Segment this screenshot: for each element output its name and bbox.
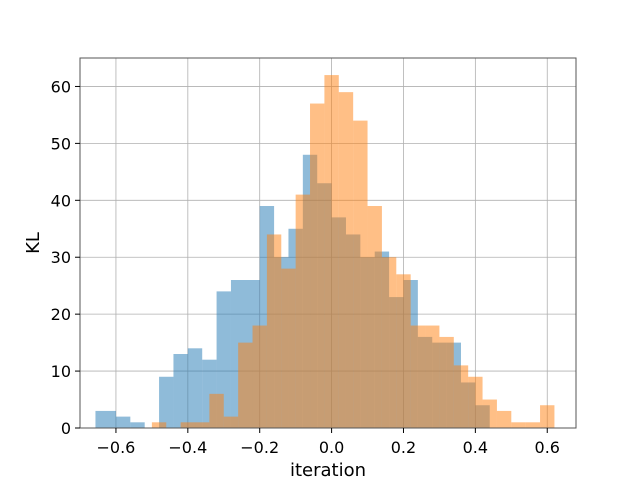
histogram-bar-series-2 xyxy=(396,274,411,428)
histogram-bar-series-1 xyxy=(173,354,188,428)
x-tick-label: 0.6 xyxy=(535,438,560,457)
y-tick-label: 20 xyxy=(51,305,71,324)
y-tick-label: 40 xyxy=(51,191,71,210)
histogram-bar-series-2 xyxy=(324,75,339,429)
histogram-bars xyxy=(95,75,555,429)
y-tick-label: 60 xyxy=(51,77,71,96)
x-tick-label: −0.6 xyxy=(97,438,136,457)
histogram-bar-series-2 xyxy=(540,405,555,428)
histogram-bar-series-2 xyxy=(525,422,541,428)
histogram-bar-series-1 xyxy=(130,422,145,428)
plot-frame xyxy=(79,57,577,429)
x-tick-label: −0.4 xyxy=(168,438,207,457)
histogram-bar-series-2 xyxy=(266,234,282,428)
histogram-bar-series-2 xyxy=(223,416,239,428)
axis-ticks: −0.6 −0.4 −0.2 0.0 0.2 0.4 0.6 0 10 20 30 40 50 60 xyxy=(51,77,560,457)
histogram-bar-series-2 xyxy=(252,325,267,428)
histogram-bar-series-2 xyxy=(295,194,311,428)
histogram-bar-series-2 xyxy=(439,336,454,428)
histogram-bar-series-1 xyxy=(95,410,116,428)
histogram-bar-series-2 xyxy=(496,410,512,428)
x-tick-label: 0.2 xyxy=(391,438,416,457)
histogram-bar-series-2 xyxy=(425,325,440,428)
histogram-bar-series-2 xyxy=(367,206,382,428)
y-tick-label: 50 xyxy=(51,134,71,153)
y-tick-label: 30 xyxy=(51,248,71,267)
histogram-bar-series-2 xyxy=(310,103,325,429)
histogram-bar-series-2 xyxy=(151,422,167,428)
histogram-bar-series-2 xyxy=(482,399,497,428)
histogram-bar-series-2 xyxy=(238,342,253,428)
histogram-bar-series-2 xyxy=(195,422,210,428)
y-axis-label: KL xyxy=(23,232,44,254)
histogram-bar-series-2 xyxy=(180,422,196,428)
histogram-bar-series-2 xyxy=(209,393,224,428)
x-tick-label: 0.4 xyxy=(463,438,488,457)
y-tick-label: 10 xyxy=(51,362,71,381)
x-tick-label: 0.0 xyxy=(319,438,344,457)
histogram-bar-series-1 xyxy=(159,376,174,428)
histogram-bar-series-2 xyxy=(381,257,397,428)
histogram-bar-series-2 xyxy=(281,268,296,428)
histogram-bar-series-2 xyxy=(353,120,368,428)
y-tick-label: 0 xyxy=(61,419,71,438)
histogram-bar-series-2 xyxy=(453,365,469,428)
histogram-bar-series-1 xyxy=(115,416,131,428)
histogram-bar-series-2 xyxy=(468,376,483,428)
histogram-bar-series-2 xyxy=(338,92,354,429)
histogram-bar-series-2 xyxy=(511,422,526,428)
histogram-bar-series-2 xyxy=(410,325,426,428)
x-tick-label: −0.2 xyxy=(240,438,279,457)
histogram-bar-series-1 xyxy=(187,348,203,428)
x-axis-label: iteration xyxy=(290,460,366,480)
